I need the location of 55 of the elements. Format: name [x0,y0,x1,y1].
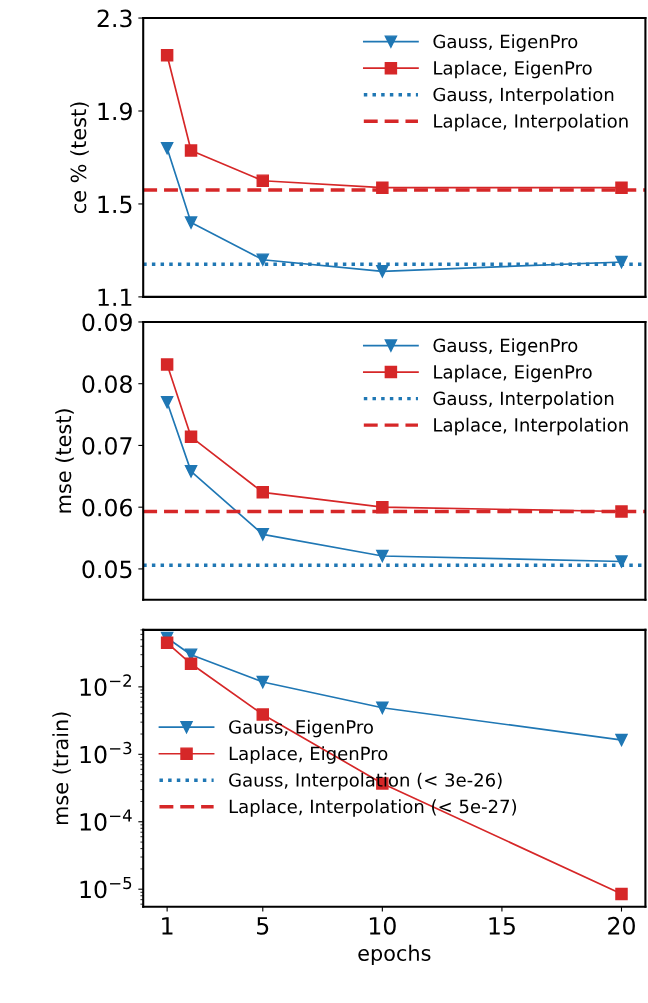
y-tick-label: 0.07 [82,436,132,455]
y-tick-label: 1.5 [98,195,132,214]
point [184,430,198,444]
legend-label: Gauss, Interpolation [433,391,614,409]
point [256,528,270,541]
y-axis-title: mse (train) [52,712,71,825]
y-tick-label: 2.3 [97,9,132,28]
y-axis-title: mse (test) [55,409,74,513]
y-tick-label: 0.09 [82,313,132,332]
legend-label: Gauss, EigenPro [433,34,578,52]
point [184,144,198,157]
legend-label: Laplace, EigenPro [434,364,592,383]
y-axis-title: ce % (test) [70,102,89,214]
point [256,675,270,689]
point [256,174,270,187]
point [376,549,389,563]
y-tick-label: 1.1 [98,288,132,306]
legend-label: Gauss, EigenPro [229,719,373,738]
point [615,887,628,901]
point [615,733,628,747]
y-tick-label: 10$^{−4}$ [80,809,132,831]
y-tick-label: 0.08 [82,375,132,394]
legend-label: Gauss, Interpolation [433,87,614,105]
y-tick-label: 10$^{−2}$ [80,674,131,696]
y-tick-label: 0.06 [82,498,132,517]
y-tick-label: 10$^{−3}$ [80,741,132,764]
point [184,657,198,671]
point [184,216,198,229]
legend-label: Laplace, EigenPro [434,60,592,79]
point [184,465,198,478]
point [160,395,174,409]
point [615,505,628,518]
y-tick-label: 10$^{−5}$ [80,876,132,899]
y-tick-label: 1.9 [98,102,132,121]
legend-label: Laplace, Interpolation [434,417,628,436]
point [160,358,174,371]
point [615,555,628,568]
point [376,701,389,715]
point [160,141,174,155]
x-tick-label: 5 [257,917,269,935]
point [256,253,270,266]
x-tick-label: 1 [162,917,173,935]
x-tick-label: 20 [608,916,635,935]
point [615,181,628,194]
point [160,636,174,650]
point [256,708,270,721]
point [376,265,389,278]
x-axis-title: epochs [358,944,431,965]
legend-label: Gauss, EigenPro [433,338,578,356]
x-tick-label: 10 [369,916,396,935]
point [160,48,174,62]
x-tick-label: 15 [489,917,515,935]
y-tick-label: 0.05 [82,560,132,579]
point [256,486,270,499]
legend-label: Laplace, Interpolation [434,113,628,132]
